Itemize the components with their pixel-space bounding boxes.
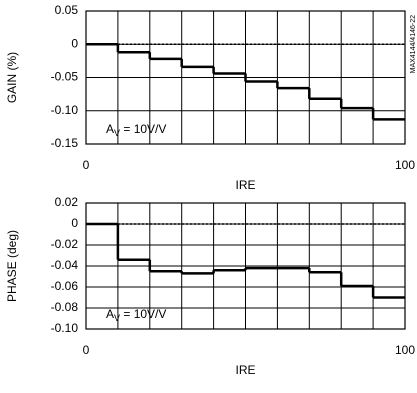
annotation-main: A: [106, 122, 114, 136]
y-tick-label: 0.02: [55, 195, 79, 209]
y-axis-label: PHASE (deg): [5, 230, 19, 302]
x-axis-label: IRE: [235, 363, 255, 377]
annotation-subscript: V: [114, 128, 120, 138]
y-tick-label: 0: [71, 216, 78, 230]
y-tick-label: -0.02: [51, 237, 79, 251]
annotation: AV = 10V/V: [106, 122, 166, 138]
y-tick-label: -0.10: [51, 103, 79, 117]
side-note: MAX4144/4146-22: [410, 15, 417, 73]
y-tick-label: -0.10: [51, 321, 79, 335]
y-tick-label: -0.15: [51, 136, 79, 150]
annotation-main: A: [106, 307, 114, 321]
x-tick-label: 100: [395, 158, 415, 172]
y-tick-label: 0.05: [55, 3, 79, 17]
annotation: AV = 10V/V: [106, 307, 166, 323]
annotation-suffix: = 10V/V: [120, 122, 166, 136]
plot-frame: [85, 10, 406, 145]
x-tick-label: 0: [83, 343, 90, 357]
y-tick-label: 0: [71, 36, 78, 50]
x-tick-label: 0: [83, 158, 90, 172]
x-axis-label: IRE: [235, 178, 255, 192]
x-tick-label: 100: [395, 343, 415, 357]
annotation-suffix: = 10V/V: [120, 307, 166, 321]
y-tick-label: -0.08: [51, 300, 79, 314]
y-tick-label: -0.06: [51, 279, 79, 293]
annotation-subscript: V: [114, 313, 120, 323]
y-axis-label: GAIN (%): [5, 52, 19, 103]
y-tick-label: -0.05: [51, 70, 79, 84]
plot-frame: [85, 202, 406, 330]
y-tick-label: -0.04: [51, 258, 79, 272]
